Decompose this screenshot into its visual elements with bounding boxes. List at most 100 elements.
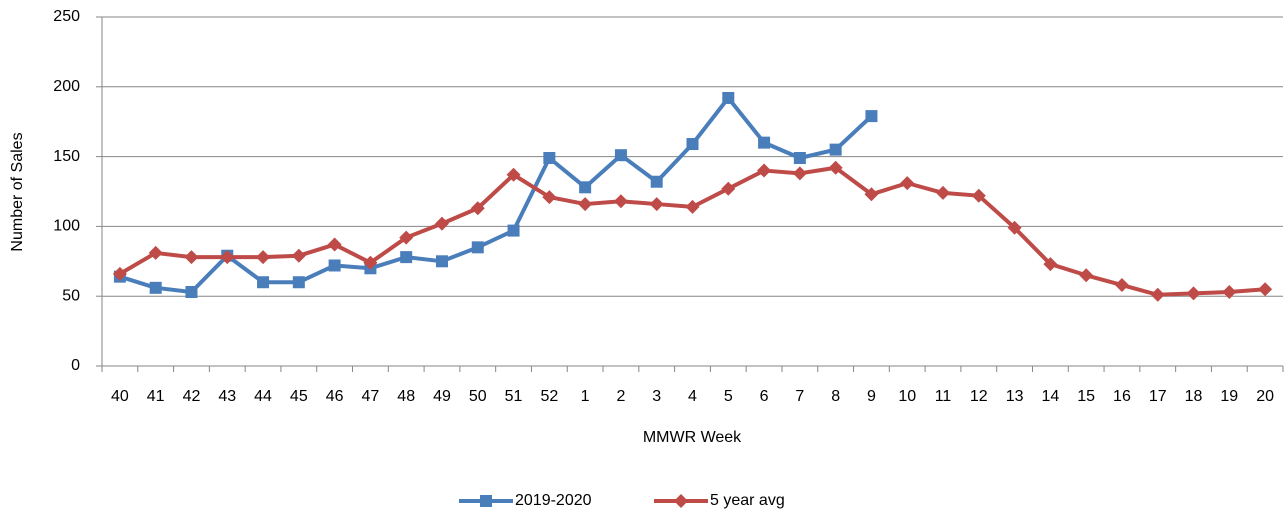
x-tick-label: 4 <box>688 388 697 405</box>
marker <box>829 143 842 156</box>
marker <box>792 166 807 181</box>
y-tick-label: 50 <box>62 287 80 304</box>
marker <box>291 248 306 263</box>
marker <box>328 259 341 272</box>
marker <box>292 276 305 289</box>
marker <box>1007 220 1022 235</box>
marker <box>1186 286 1201 301</box>
x-tick-label: 17 <box>1149 388 1167 405</box>
x-tick-label: 12 <box>970 388 988 405</box>
x-tick-label: 42 <box>183 388 201 405</box>
marker <box>399 230 414 245</box>
marker <box>507 224 520 237</box>
marker <box>434 216 449 231</box>
marker <box>471 241 484 254</box>
marker <box>685 199 700 214</box>
x-tick-label: 49 <box>433 388 451 405</box>
x-tick-label: 14 <box>1041 388 1059 405</box>
series-line <box>118 165 1266 297</box>
x-tick-label: 10 <box>898 388 916 405</box>
marker <box>1258 282 1273 297</box>
marker <box>363 255 378 270</box>
marker <box>649 197 664 212</box>
marker <box>650 175 663 188</box>
x-tick-label: 20 <box>1256 388 1274 405</box>
marker <box>674 494 688 508</box>
x-tick-label: 6 <box>760 388 769 405</box>
marker <box>864 187 879 202</box>
marker <box>900 176 915 191</box>
x-tick-label: 13 <box>1006 388 1024 405</box>
x-tick-label: 1 <box>581 388 590 405</box>
marker <box>971 188 986 203</box>
x-tick-label: 50 <box>469 388 487 405</box>
marker <box>148 245 163 260</box>
marker <box>112 266 127 281</box>
marker <box>757 163 772 178</box>
marker <box>149 281 162 294</box>
x-tick-label: 52 <box>540 388 558 405</box>
marker <box>543 151 556 164</box>
marker <box>828 160 843 175</box>
x-tick-label: 41 <box>147 388 165 405</box>
x-tick-label: 45 <box>290 388 308 405</box>
x-tick-label: 16 <box>1113 388 1131 405</box>
marker <box>721 181 736 196</box>
x-tick-label: 19 <box>1220 388 1238 405</box>
marker <box>793 151 806 164</box>
marker <box>1222 285 1237 300</box>
x-tick-label: 48 <box>397 388 415 405</box>
x-tick-label: 40 <box>111 388 129 405</box>
x-tick-label: 7 <box>795 388 804 405</box>
marker <box>613 194 628 209</box>
marker <box>506 167 521 182</box>
x-tick-label: 15 <box>1077 388 1095 405</box>
marker <box>865 110 878 123</box>
x-tick-label: 11 <box>935 388 952 405</box>
x-tick-label: 47 <box>362 388 380 405</box>
x-axis-label: MMWR Week <box>643 429 742 446</box>
x-tick-label: 3 <box>652 388 661 405</box>
marker <box>1150 287 1165 302</box>
marker <box>220 250 235 265</box>
marker <box>686 138 699 151</box>
y-tick-label: 250 <box>53 8 80 25</box>
marker <box>1043 257 1058 272</box>
x-tick-label: 2 <box>616 388 625 405</box>
x-tick-label: 43 <box>218 388 236 405</box>
x-tick-label: 18 <box>1185 388 1203 405</box>
marker <box>579 181 592 194</box>
marker <box>722 91 735 104</box>
marker <box>184 250 199 265</box>
marker <box>327 237 342 252</box>
marker <box>1114 278 1129 293</box>
x-tick-label: 5 <box>724 388 733 405</box>
marker <box>542 190 557 205</box>
marker <box>185 286 198 299</box>
marker <box>256 250 271 265</box>
x-tick-label: 51 <box>505 388 523 405</box>
marker <box>480 495 492 507</box>
marker <box>435 255 448 268</box>
y-axis-label: Number of Sales <box>9 132 26 251</box>
marker <box>578 197 593 212</box>
y-tick-label: 200 <box>53 78 80 95</box>
marker <box>470 201 485 216</box>
legend-label: 2019-2020 <box>515 492 592 509</box>
marker <box>936 185 951 200</box>
x-tick-label: 46 <box>326 388 344 405</box>
legend-label: 5 year avg <box>710 492 785 509</box>
x-tick-label: 8 <box>831 388 840 405</box>
x-tick-label: 44 <box>254 388 272 405</box>
y-tick-label: 100 <box>53 218 80 235</box>
marker <box>758 136 771 149</box>
marker <box>400 251 413 264</box>
y-tick-label: 0 <box>71 357 80 374</box>
x-tick-label: 9 <box>867 388 876 405</box>
marker <box>614 149 627 162</box>
marker <box>1079 268 1094 283</box>
series-line <box>119 95 873 295</box>
y-tick-label: 150 <box>53 148 80 165</box>
marker <box>257 276 270 289</box>
